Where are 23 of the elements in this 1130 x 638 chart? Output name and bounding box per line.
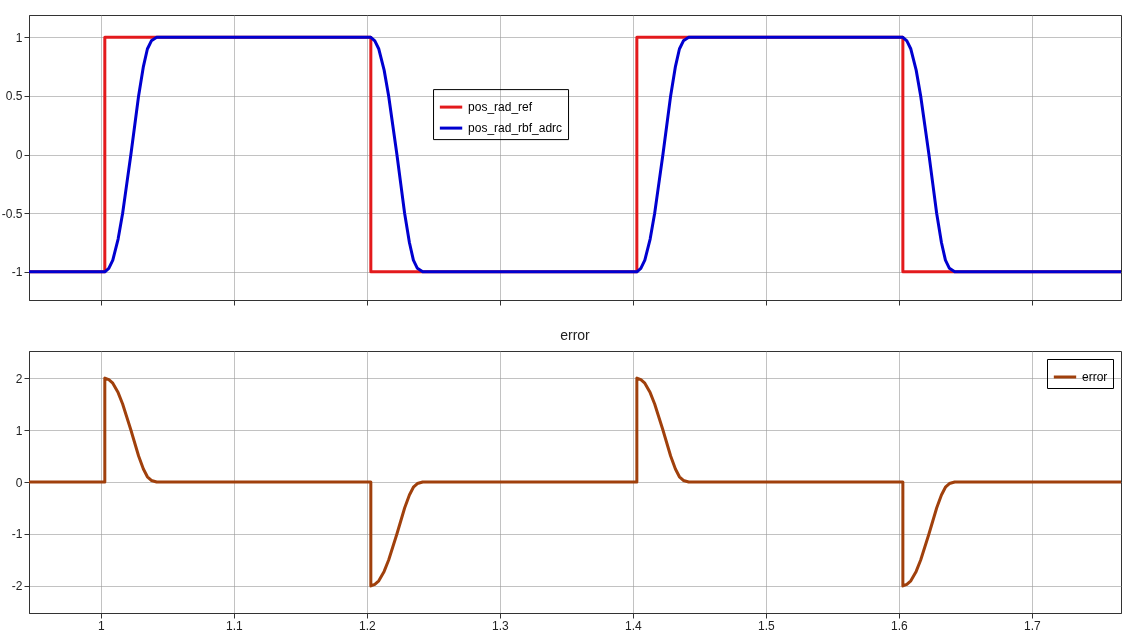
x-tick-label: 1.3 xyxy=(492,618,510,633)
legend-label: pos_rad_ref xyxy=(468,100,533,115)
y-tick-label: -0.5 xyxy=(1,206,23,221)
x-tick-label: 1.4 xyxy=(625,618,643,633)
chart-title: error xyxy=(560,327,591,343)
y-tick-label: -1 xyxy=(11,265,23,280)
y-tick-label: 1 xyxy=(15,30,23,45)
y-tick-label: 2 xyxy=(15,371,23,386)
x-tick-label: 1.2 xyxy=(359,618,377,633)
x-tick-label: 1.1 xyxy=(225,618,243,633)
x-tick-label: 1.6 xyxy=(891,618,909,633)
x-tick-label: 1.7 xyxy=(1024,618,1042,633)
x-tick-label: 1 xyxy=(97,618,105,633)
y-tick-label: 0 xyxy=(15,148,23,163)
line-series xyxy=(29,376,1121,588)
x-tick-label: 1.5 xyxy=(758,618,776,633)
y-tick-label: 0.5 xyxy=(5,89,23,104)
legend-label: pos_rad_rbf_adrc xyxy=(468,121,563,136)
y-tick-label: -1 xyxy=(11,527,23,542)
y-tick-label: 0 xyxy=(15,475,23,490)
legend-label: error xyxy=(1082,370,1108,384)
y-tick-label: 1 xyxy=(15,423,23,438)
y-tick-label: -2 xyxy=(11,579,23,594)
